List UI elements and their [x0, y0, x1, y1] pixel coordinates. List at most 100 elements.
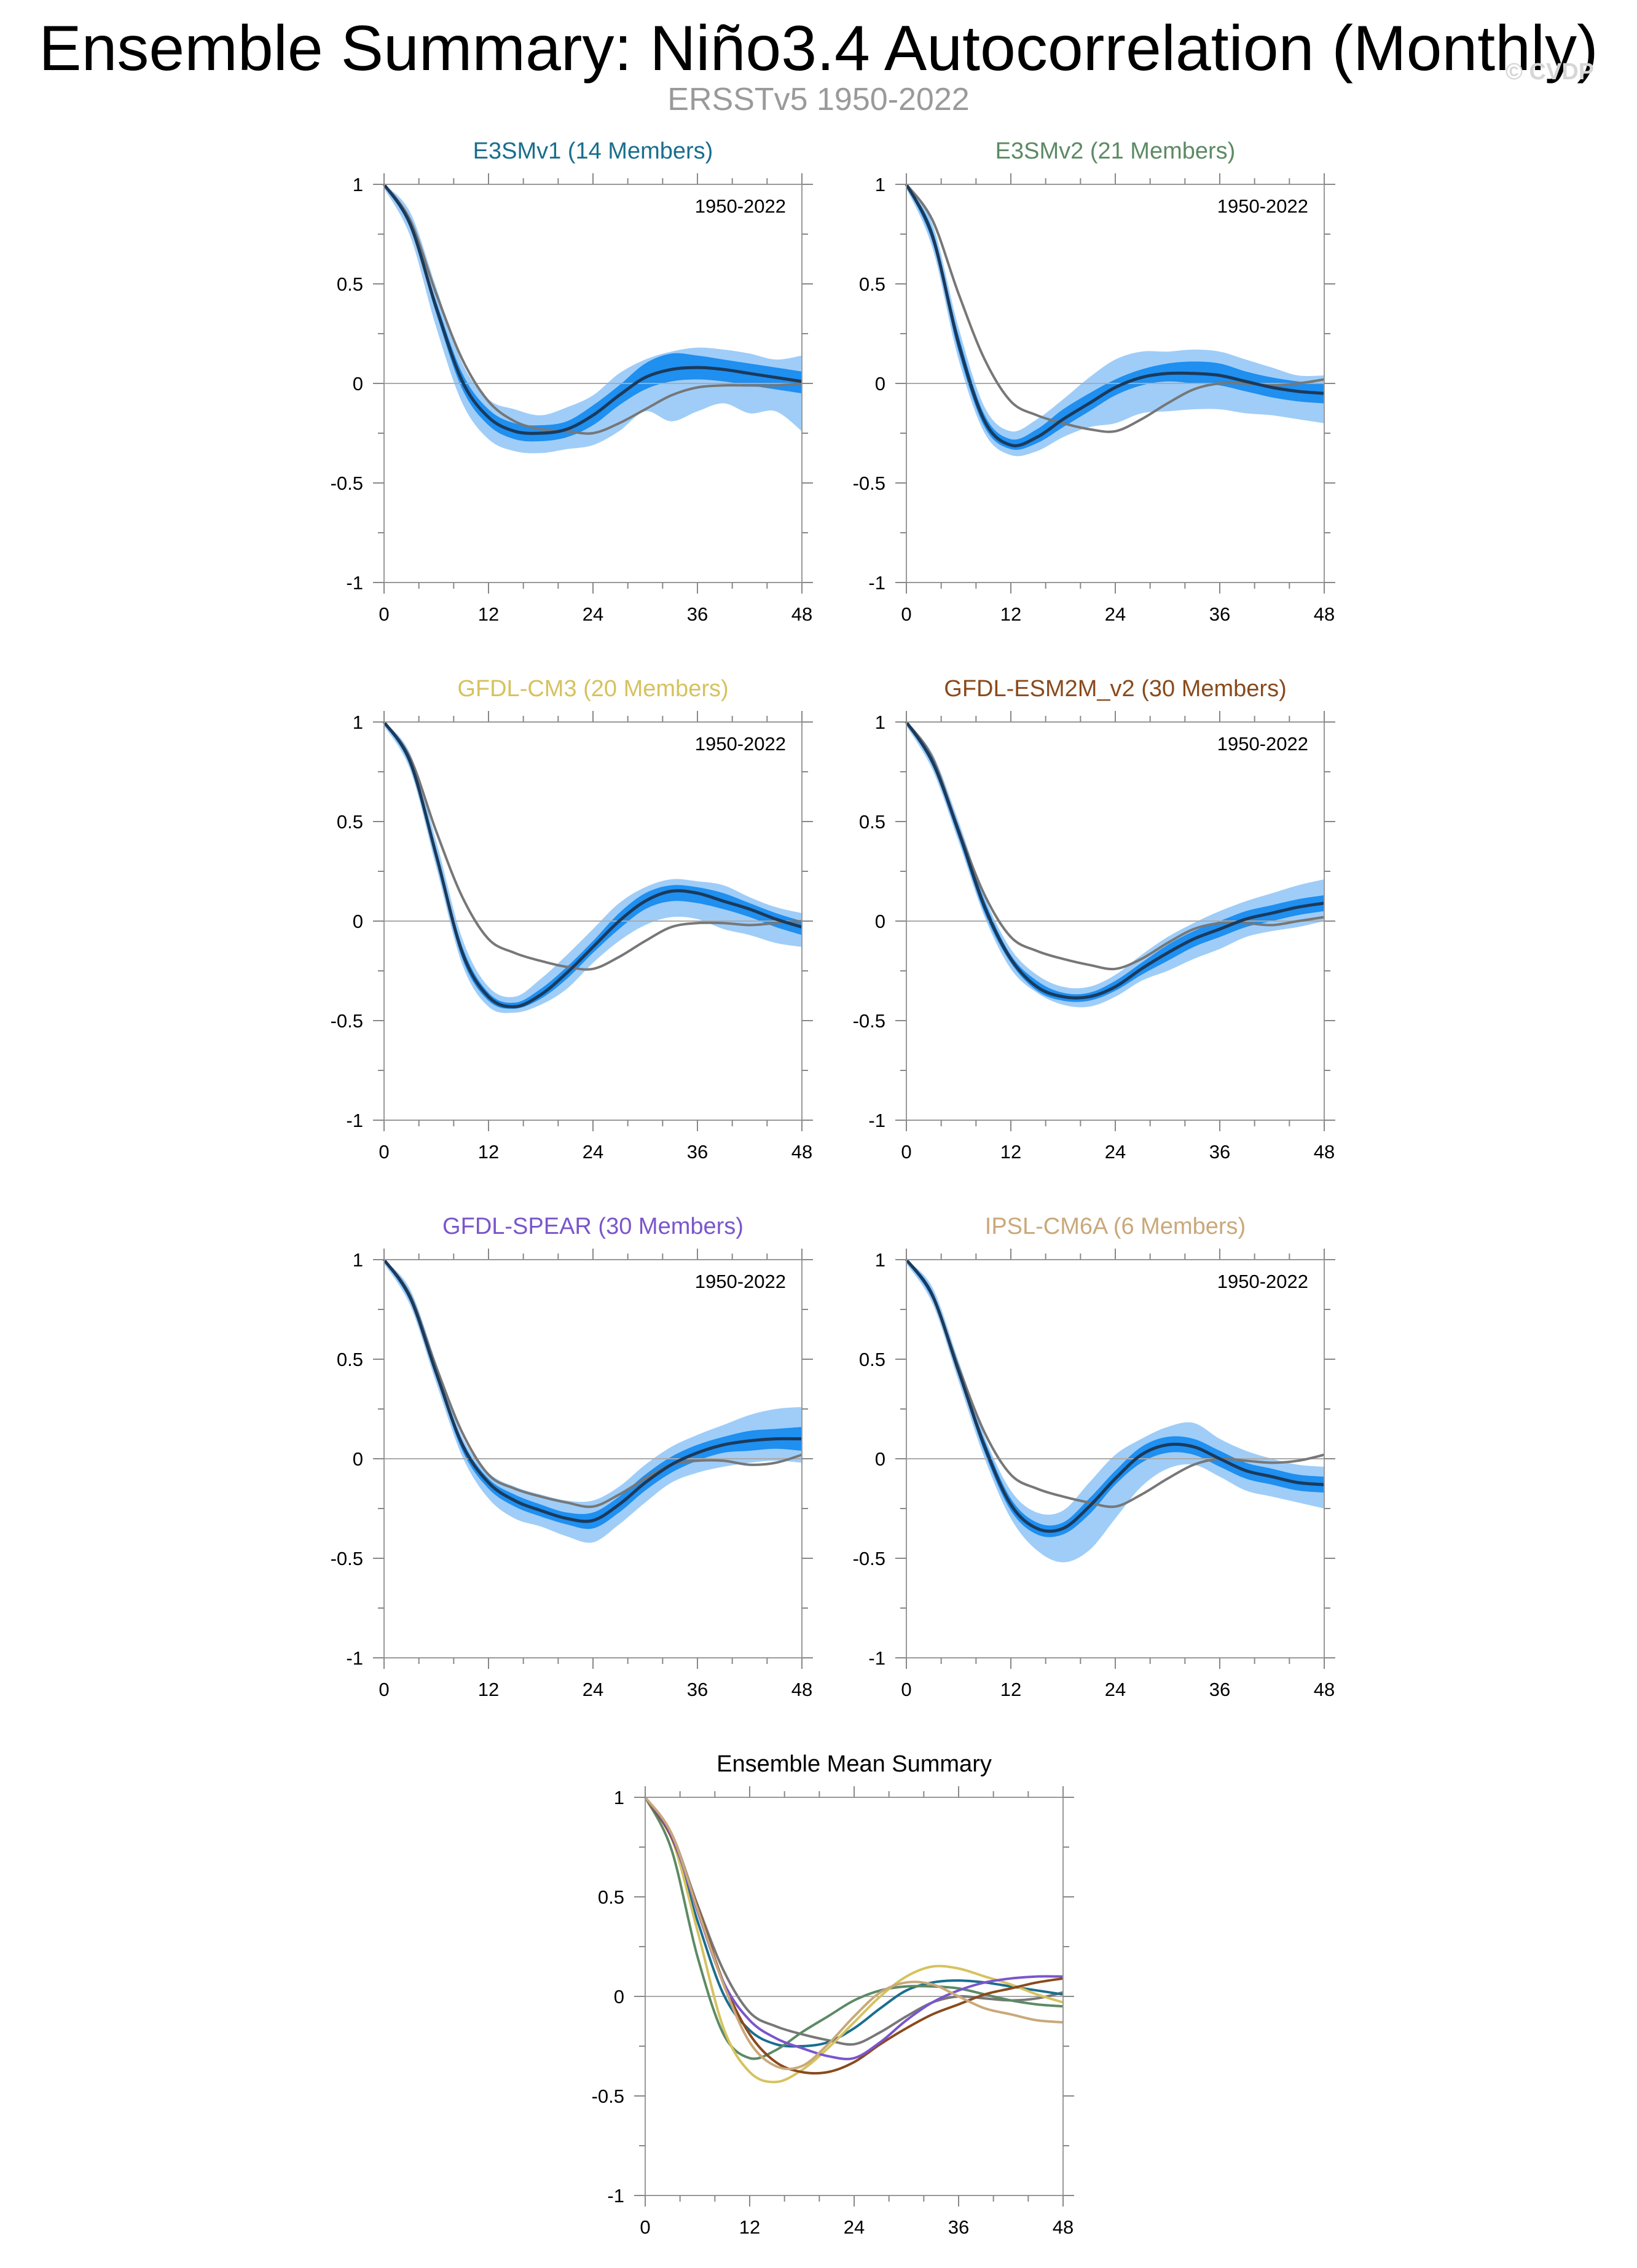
- series-line: [644, 1796, 1064, 2046]
- panel-title: GFDL-CM3 (20 Members): [457, 676, 728, 702]
- y-tick-label: -1: [868, 1110, 885, 1131]
- y-tick-label: -1: [346, 1647, 363, 1669]
- y-tick-label: -0.5: [853, 1010, 885, 1032]
- y-tick-label: 0.5: [337, 273, 363, 295]
- x-tick-label: 24: [583, 603, 603, 625]
- ensemble-mean-line: [905, 1258, 1325, 1533]
- y-tick-label: 0.5: [598, 1886, 624, 1908]
- spread-band-outer: [384, 1260, 802, 1543]
- x-tick-label: 24: [1105, 1679, 1126, 1700]
- period-annotation: 1950-2022: [695, 195, 786, 217]
- observed-line: [383, 1258, 803, 1509]
- x-tick-label: 0: [379, 1141, 389, 1163]
- x-tick-label: 12: [1000, 1679, 1021, 1700]
- series-line: [644, 1796, 1064, 2075]
- ensemble-mean-line: [905, 183, 1325, 447]
- ensemble-mean-line: [382, 721, 803, 1008]
- period-annotation: 1950-2022: [1217, 195, 1308, 217]
- x-tick-label: 36: [687, 1679, 708, 1700]
- chart-panel-3: GFDL-CM3 (20 Members) -1 -0.5 0 0.5 1 0 12 24 36 4…: [331, 676, 813, 1163]
- y-tick-label: -1: [346, 572, 363, 594]
- y-tick-label: 1: [353, 1249, 363, 1271]
- page-subtitle: ERSSTv5 1950-2022: [667, 82, 970, 117]
- y-tick-label: -0.5: [853, 473, 885, 494]
- y-tick-label: -0.5: [331, 473, 363, 494]
- panel-title: Ensemble Mean Summary: [716, 1751, 992, 1777]
- y-tick-label: 0: [875, 911, 885, 932]
- y-tick-label: 0: [875, 373, 885, 394]
- ensemble-mean-line: [382, 1258, 803, 1523]
- spread-band-outer: [384, 184, 802, 453]
- chart-panel-1: E3SMv1 (14 Members) -1 -0.5 0 0.5 1 0 12 24 36 48 1…: [331, 138, 813, 625]
- x-tick-label: 0: [901, 603, 911, 625]
- y-tick-label: 1: [353, 174, 363, 195]
- y-tick-label: 1: [875, 1249, 885, 1271]
- x-tick-label: 48: [791, 1679, 812, 1700]
- x-tick-label: 12: [1000, 603, 1021, 625]
- x-tick-label: 36: [1209, 603, 1230, 625]
- series-line: [644, 1796, 1064, 2084]
- x-tick-label: 12: [1000, 1141, 1021, 1163]
- series-line: [644, 1797, 1064, 2060]
- x-tick-label: 36: [687, 603, 708, 625]
- observed-line: [383, 183, 803, 435]
- x-tick-label: 24: [844, 2216, 865, 2238]
- spread-band-outer: [906, 184, 1324, 457]
- x-tick-label: 12: [478, 1141, 499, 1163]
- y-tick-label: 0.5: [859, 1349, 885, 1370]
- observed-line: [905, 1258, 1325, 1509]
- series-line: [644, 1796, 1064, 2071]
- panel-title: IPSL-CM6A (6 Members): [985, 1214, 1246, 1239]
- x-tick-label: 0: [379, 1679, 389, 1700]
- y-tick-label: 1: [875, 174, 885, 195]
- y-tick-label: -0.5: [853, 1548, 885, 1569]
- spread-band-inner: [384, 722, 802, 1009]
- y-tick-label: 1: [875, 712, 885, 733]
- panel-title: GFDL-ESM2M_v2 (30 Members): [944, 676, 1286, 702]
- y-tick-label: 0: [353, 1448, 363, 1470]
- y-tick-label: -0.5: [331, 1010, 363, 1032]
- panel-title: E3SMv1 (14 Members): [473, 138, 713, 164]
- page-title: Ensemble Summary: Niño3.4 Autocorrelatio…: [39, 13, 1598, 84]
- spread-band-outer: [906, 1260, 1324, 1563]
- period-annotation: 1950-2022: [1217, 1271, 1308, 1292]
- ensemble-mean-line: [382, 183, 803, 435]
- y-tick-label: 1: [353, 712, 363, 733]
- x-tick-label: 24: [1105, 603, 1126, 625]
- panel-title: GFDL-SPEAR (30 Members): [442, 1214, 744, 1239]
- x-tick-label: 36: [1209, 1141, 1230, 1163]
- x-tick-label: 12: [739, 2216, 760, 2238]
- x-tick-label: 24: [1105, 1141, 1126, 1163]
- x-tick-label: 36: [687, 1141, 708, 1163]
- observed-line: [383, 721, 803, 971]
- x-tick-label: 12: [478, 1679, 499, 1700]
- y-tick-label: 1: [614, 1787, 624, 1808]
- y-tick-label: 0.5: [337, 1349, 363, 1370]
- spread-band-inner: [906, 722, 1324, 1002]
- y-tick-label: -0.5: [592, 2086, 624, 2107]
- x-tick-label: 48: [1314, 1141, 1335, 1163]
- series-line: [644, 1796, 1064, 2048]
- x-tick-label: 36: [948, 2216, 969, 2238]
- x-tick-label: 48: [791, 1141, 812, 1163]
- y-tick-label: 0.5: [337, 811, 363, 833]
- chart-panel-6: IPSL-CM6A (6 Members) -1 -0.5 0 0.5 1 0 12 24 36 4…: [853, 1214, 1335, 1700]
- x-tick-label: 24: [583, 1679, 603, 1700]
- x-tick-label: 0: [901, 1141, 911, 1163]
- spread-band-inner: [906, 1260, 1324, 1537]
- x-tick-label: 48: [791, 603, 812, 625]
- chart-panel-7: Ensemble Mean Summary -1 -0.5 0 0.5 1 0 12 24 36 4…: [592, 1751, 1074, 2238]
- y-tick-label: -1: [346, 1110, 363, 1131]
- y-tick-label: -0.5: [331, 1548, 363, 1569]
- chart-panel-5: GFDL-SPEAR (30 Members) -1 -0.5 0 0.5 1 0 12 24 3…: [331, 1214, 813, 1700]
- y-tick-label: -1: [868, 1647, 885, 1669]
- x-tick-label: 0: [640, 2216, 650, 2238]
- spread-band-outer: [384, 722, 802, 1013]
- watermark: © CVDP: [1505, 59, 1595, 85]
- series-line: [644, 1796, 1064, 2060]
- x-tick-label: 48: [1053, 2216, 1074, 2238]
- x-tick-label: 0: [901, 1679, 911, 1700]
- panel-title: E3SMv2 (21 Members): [995, 138, 1236, 164]
- x-tick-label: 24: [583, 1141, 603, 1163]
